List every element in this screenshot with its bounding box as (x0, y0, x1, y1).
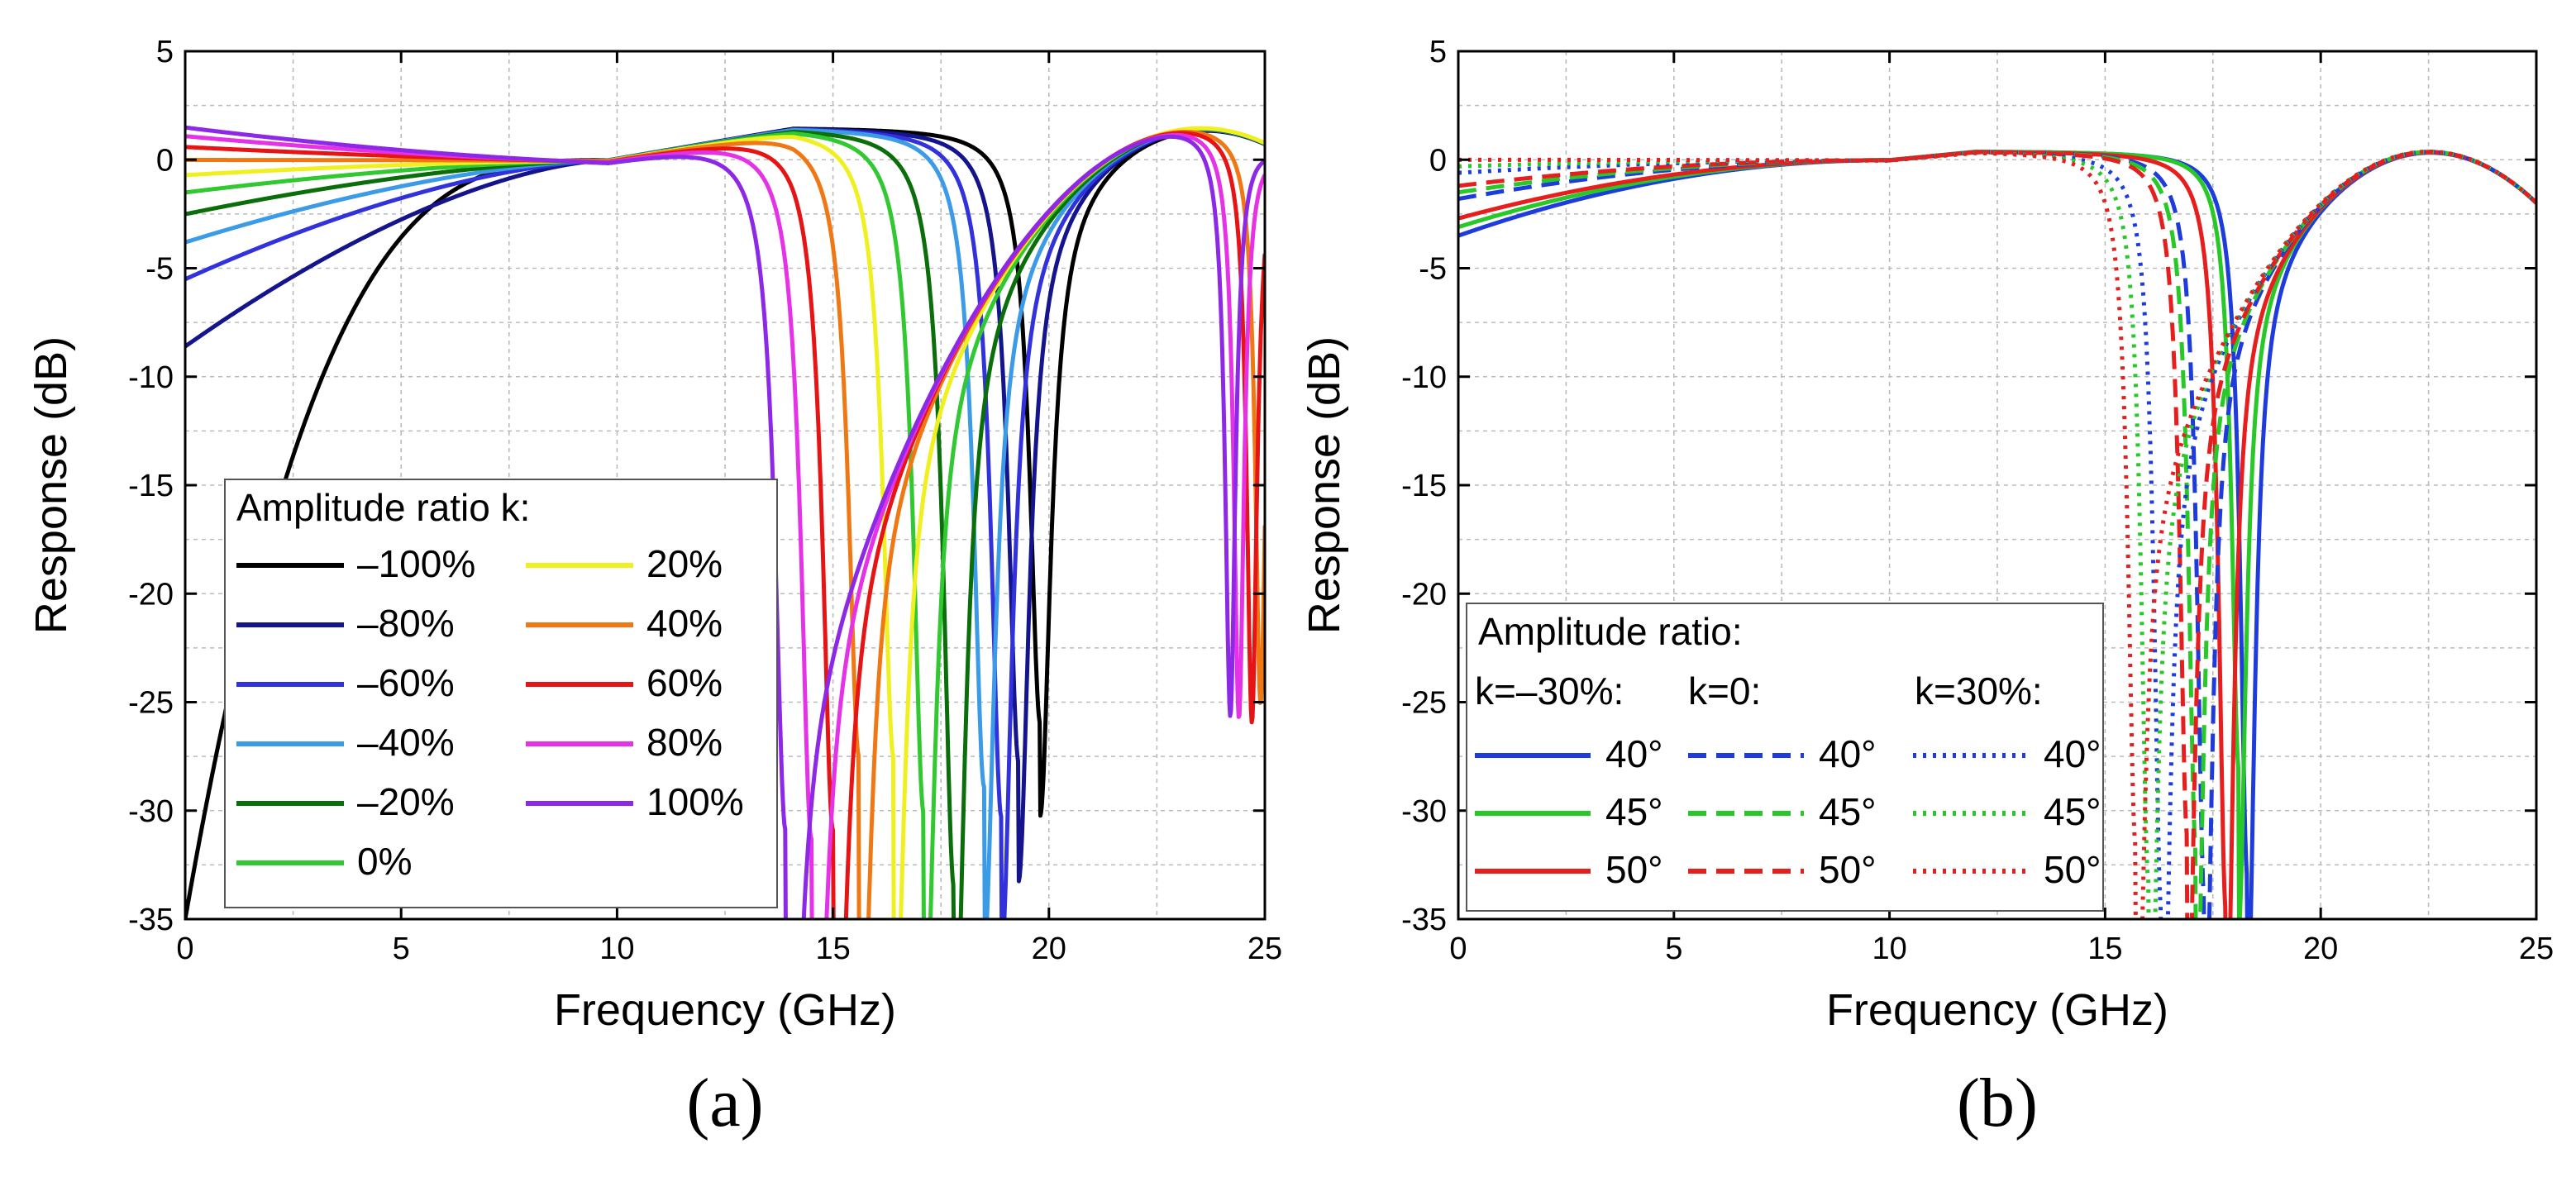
x-tick-label: 5 (393, 932, 410, 966)
x-tick-label: 10 (599, 932, 634, 966)
y-tick-label: -20 (1401, 577, 1447, 612)
legend-entry-label: 40% (646, 602, 723, 645)
legend-entry-label: 0% (357, 840, 412, 883)
axis-ticks: 0 5 10 15 20 25 5 0 -5 -10 -15 -20 -25 -30 -35 (128, 35, 1282, 966)
y-tick-label: -15 (1401, 469, 1447, 503)
legend-title: Amplitude ratio k: (236, 486, 530, 529)
legend-column-header: k=0: (1688, 670, 1761, 712)
legend-row-label: 50° (2044, 848, 2101, 891)
y-tick-label: 0 (1429, 143, 1447, 178)
y-tick-label: -30 (1401, 794, 1447, 829)
x-tick-label: 0 (176, 932, 193, 966)
legend-entry-label: –100% (357, 542, 475, 585)
legend-row-label: 40° (1819, 732, 1877, 775)
chart-panel-b: 0 5 10 15 20 25 5 0 -5 -10 -15 -20 -25 -30 -35 Frequenc… (1300, 35, 2554, 1141)
y-axis-label: Response (dB) (26, 336, 76, 634)
x-tick-label: 20 (1032, 932, 1066, 966)
panel-label: (b) (1957, 1065, 2038, 1141)
legend-column-header: k=30%: (1915, 670, 2043, 712)
y-tick-label: -30 (128, 794, 174, 829)
y-tick-label: -20 (128, 577, 174, 612)
legend-title: Amplitude ratio: (1478, 610, 1743, 653)
y-tick-label: -5 (1419, 252, 1447, 287)
y-axis-label: Response (dB) (1300, 336, 1349, 634)
y-tick-label: -15 (128, 469, 174, 503)
legend-entry-label: 20% (646, 542, 723, 585)
axis-ticks: 0 5 10 15 20 25 5 0 -5 -10 -15 -20 -25 -30 -35 (1401, 35, 2554, 966)
legend: Amplitude ratio:k=–30%: k=0: k=30%:40°45°5… (1466, 603, 2104, 912)
legend-entry-label: 100% (646, 780, 744, 823)
x-tick-label: 15 (815, 932, 850, 966)
series-group (185, 125, 1265, 919)
legend-box (224, 479, 778, 908)
legend-entry-label: –60% (357, 661, 455, 704)
y-tick-label: -25 (1401, 686, 1447, 721)
legend-row-label: 40° (2044, 732, 2101, 775)
y-tick-label: 5 (1429, 35, 1447, 69)
x-axis-label: Frequency (GHz) (554, 985, 896, 1035)
y-tick-label: -35 (1401, 903, 1447, 937)
y-tick-label: -10 (128, 360, 174, 395)
series-group (1458, 150, 2536, 919)
y-tick-label: 5 (156, 35, 174, 69)
x-tick-label: 25 (2519, 932, 2554, 966)
x-tick-label: 10 (1872, 932, 1906, 966)
legend-row-label: 45° (1819, 790, 1877, 833)
legend-column-header: k=–30%: (1475, 670, 1624, 712)
legend-entry-label: –20% (357, 780, 455, 823)
x-tick-label: 0 (1449, 932, 1467, 966)
legend-entry-label: 80% (646, 721, 723, 764)
x-tick-label: 25 (1247, 932, 1282, 966)
legend-entry-label: 60% (646, 661, 723, 704)
series-line-11 (185, 125, 1265, 919)
y-tick-label: 0 (156, 143, 174, 178)
legend-row-label: 40° (1605, 732, 1663, 775)
series-line-7 (1458, 150, 2536, 919)
legend-entry-label: –80% (357, 602, 455, 645)
x-tick-label: 5 (1665, 932, 1682, 966)
y-tick-label: -10 (1401, 360, 1447, 395)
chart-panel-a: 0 5 10 15 20 25 5 0 -5 -10 -15 -20 -25 -30 -35 Frequenc… (26, 35, 1282, 1141)
legend-row-label: 45° (2044, 790, 2101, 833)
legend-row-label: 50° (1605, 848, 1663, 891)
legend-row-label: 45° (1605, 790, 1663, 833)
panel-label: (a) (686, 1065, 763, 1141)
x-tick-label: 20 (2303, 932, 2338, 966)
legend-entry-label: –40% (357, 721, 455, 764)
x-tick-label: 15 (2087, 932, 2122, 966)
y-tick-label: -25 (128, 686, 174, 721)
legend-row-label: 50° (1819, 848, 1877, 891)
y-tick-label: -5 (145, 252, 174, 287)
y-tick-label: -35 (128, 903, 174, 937)
legend: Amplitude ratio k: –100% –80% –60% –40% –20% 0… (224, 479, 778, 908)
series-line-9 (1458, 150, 2536, 919)
x-axis-label: Frequency (GHz) (1826, 985, 2168, 1035)
